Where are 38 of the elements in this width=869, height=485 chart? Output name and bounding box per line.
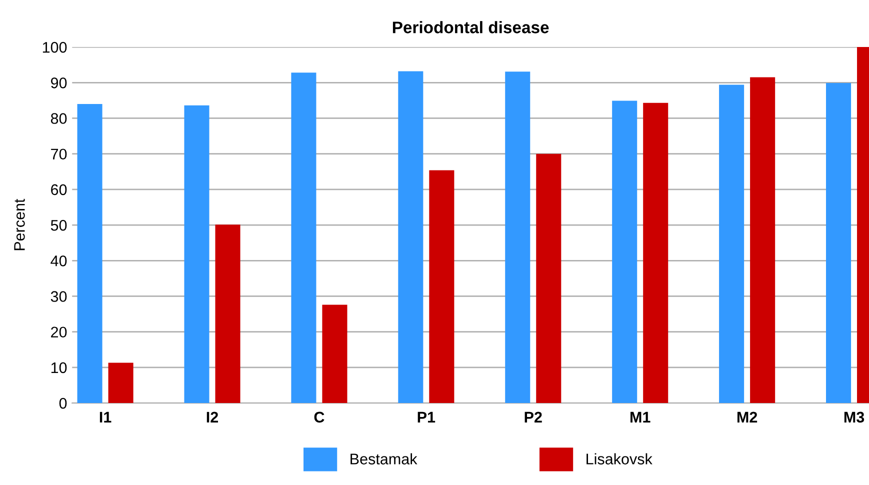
- legend-label: Bestamak: [350, 453, 418, 464]
- x-tick-label: I2: [206, 412, 218, 422]
- x-tick-label: M1: [630, 412, 650, 422]
- bar: [643, 102, 668, 404]
- y-tick-label: 60: [51, 184, 67, 196]
- x-tick-label: I1: [100, 412, 112, 422]
- bar: [826, 83, 852, 404]
- y-tick-label: 10: [51, 362, 67, 374]
- y-tick-label: 90: [50, 78, 67, 88]
- bar: [77, 104, 102, 404]
- bar: [505, 72, 530, 404]
- y-tick-label: 0: [59, 398, 67, 409]
- x-tick-label: M3: [844, 412, 864, 423]
- y-tick-label: 80: [50, 113, 67, 124]
- y-tick-label: 40: [50, 256, 67, 266]
- bar: [215, 224, 240, 404]
- bar: [184, 105, 210, 404]
- bar: [291, 72, 316, 404]
- x-tick-label: M2: [737, 412, 758, 422]
- x-tick-label: P1: [418, 412, 436, 422]
- y-tick-label: 50: [50, 220, 67, 231]
- bar: [429, 170, 454, 404]
- legend-label: Lisakovsk: [586, 453, 652, 464]
- bar: [398, 71, 424, 404]
- bar: [536, 154, 562, 404]
- y-tick-label: 20: [51, 326, 67, 338]
- bar: [322, 304, 348, 404]
- y-tick-label: 100: [42, 42, 67, 53]
- y-tick-label: 30: [50, 291, 67, 302]
- y-axis-title: Percent: [14, 198, 25, 250]
- x-tick-label: P2: [524, 412, 542, 422]
- x-tick-label: C: [314, 412, 324, 423]
- bar: [108, 362, 134, 404]
- bar: [750, 77, 776, 404]
- chart-title: Periodontal disease: [392, 21, 549, 34]
- bar: [612, 100, 638, 404]
- bar: [719, 84, 744, 404]
- y-tick-label: 70: [51, 148, 67, 160]
